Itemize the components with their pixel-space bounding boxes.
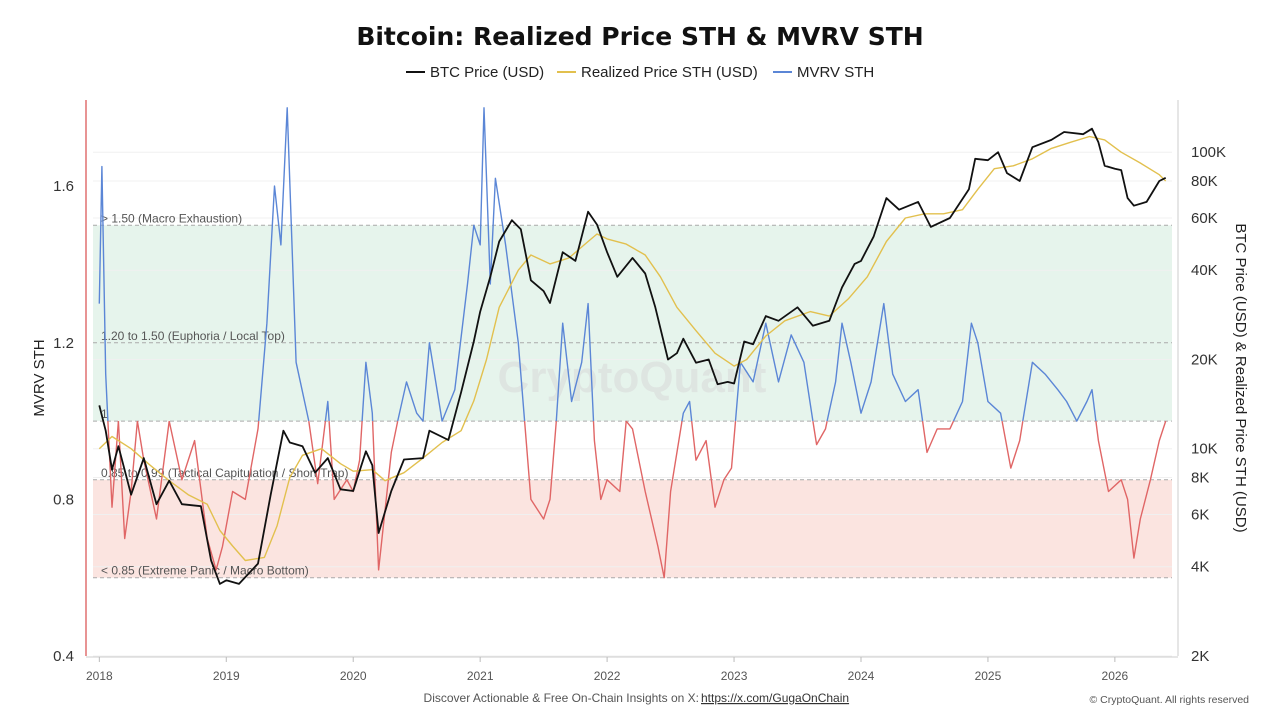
capitulation-zone-band	[93, 479, 1172, 578]
right-tick-label-3: 8K	[1191, 469, 1209, 486]
zone-threshold-lines	[93, 224, 1172, 579]
left-tick-label-1: 0.8	[53, 491, 74, 508]
mvrv-sth-line-segment-25	[921, 420, 955, 454]
chart-title: Bitcoin: Realized Price STH & MVRV STH	[356, 22, 923, 51]
left-axis-ticks: 0.4 0.8 1.2 1.6	[53, 178, 74, 665]
mvrv-sth-line-segment-29	[1095, 420, 1167, 559]
mvrv-sth-line-segment-21	[691, 421, 737, 508]
x-tick-label-1: 2019	[213, 669, 240, 683]
mvrv-sth-line-segment-5	[136, 420, 170, 520]
mvrv-sth-line-segment-26	[952, 322, 1003, 422]
x-tick-label-7: 2025	[975, 669, 1002, 683]
footer-link[interactable]: https://x.com/GugaOnChain	[701, 691, 849, 705]
zone-label-euphoria: 1.20 to 1.50 (Euphoria / Local Top)	[101, 329, 285, 343]
x-tick-label-3: 2021	[467, 669, 494, 683]
x-axis-ticks: 2018 2019 2020 2021 2022 2023 2024 2025 2026	[86, 657, 1129, 683]
zone-label-extreme-panic: < 0.85 (Extreme Panic / Macro Bottom)	[101, 564, 309, 578]
mvrv-sth-line-segment-14	[397, 107, 526, 422]
zone-label-macro-exhaustion: > 1.50 (Macro Exhaustion)	[101, 211, 242, 225]
mvrv-sth-line-segment-27	[1001, 420, 1024, 469]
right-tick-label-7: 60K	[1191, 210, 1218, 227]
mvrv-sth-line-segment-3	[117, 421, 139, 540]
copyright: © CryptoQuant. All rights reserved	[1090, 694, 1250, 706]
zone-label-one: 1	[101, 407, 108, 421]
mvrv-sth-line-segment-24	[826, 302, 924, 422]
right-tick-label-0: 2K	[1191, 648, 1209, 665]
legend-label-btc-price: BTC Price (USD)	[430, 64, 544, 81]
right-axis-title: BTC Price (USD) & Realized Price STH (US…	[1232, 223, 1249, 532]
mvrv-sth-line-segment-15	[523, 421, 557, 520]
series-layer	[98, 107, 1167, 585]
mvrv-sth-line-segment-17	[592, 421, 627, 501]
legend-label-mvrv: MVRV STH	[797, 64, 874, 81]
x-tick-label-5: 2023	[721, 669, 748, 683]
x-tick-label-6: 2024	[848, 669, 875, 683]
left-axis-title: MVRV STH	[31, 339, 48, 416]
mvrv-sth-line-segment-19	[625, 420, 683, 579]
btc-price-line	[98, 127, 1167, 585]
right-tick-label-2: 6K	[1191, 507, 1209, 524]
right-tick-label-9: 100K	[1191, 144, 1226, 161]
mvrv-sth-line-segment-0	[98, 165, 109, 422]
mvrv-sth-line-segment-16	[555, 302, 595, 422]
right-axis-ticks: 2K 4K 6K 8K 10K 20K 40K 60K 80K 100K	[1191, 144, 1226, 665]
legend: BTC Price (USD) Realized Price STH (USD)…	[406, 64, 874, 81]
x-tick-label-4: 2022	[594, 669, 621, 683]
left-tick-label-3: 1.6	[53, 178, 74, 195]
mvrv-sth-line-segment-12	[361, 361, 374, 422]
right-tick-label-8: 80K	[1191, 173, 1218, 190]
x-tick-label-2: 2020	[340, 669, 367, 683]
mvrv-sth-line-segment-10	[324, 400, 330, 422]
mvrv-sth-line-segment-7	[168, 420, 260, 571]
right-tick-label-1: 4K	[1191, 559, 1209, 576]
left-tick-label-2: 1.2	[53, 335, 74, 352]
right-tick-label-4: 10K	[1191, 441, 1218, 458]
mvrv-sth-line-segment-11	[328, 421, 363, 501]
watermark: CryptoQuant	[498, 353, 767, 402]
mvrv-sth-line-segment-28	[1022, 361, 1097, 422]
mvrv-sth-line-segment-9	[308, 421, 327, 485]
mvrv-sth-line-segment-8	[258, 107, 310, 422]
mvrv-sth-line-segment-22	[734, 322, 814, 422]
right-tick-label-5: 20K	[1191, 351, 1218, 368]
legend-label-realized-price: Realized Price STH (USD)	[581, 64, 758, 81]
mvrv-sth-line-segment-20	[681, 400, 693, 422]
x-tick-label-0: 2018	[86, 669, 113, 683]
mvrv-sth-line-segment-23	[812, 420, 828, 446]
right-tick-label-6: 40K	[1191, 262, 1218, 279]
x-tick-label-8: 2026	[1102, 669, 1129, 683]
left-tick-label-0: 0.4	[53, 648, 74, 665]
footer-text: Discover Actionable & Free On-Chain Insi…	[424, 691, 699, 705]
